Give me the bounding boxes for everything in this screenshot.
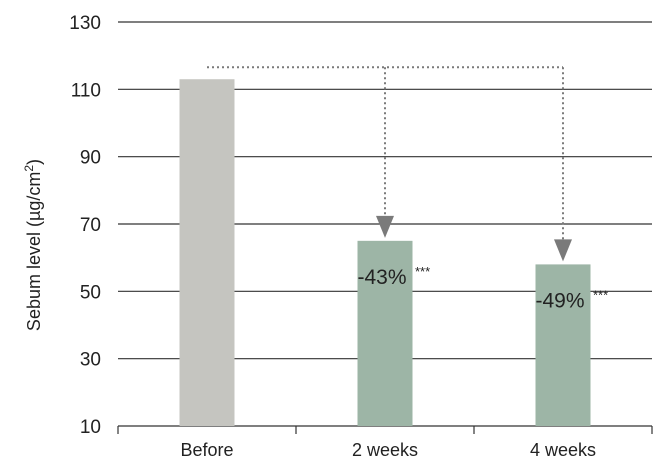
y-tick-label-10: 10 xyxy=(80,417,101,438)
arrow-head-4-weeks xyxy=(554,239,572,262)
x-tick-label-2-weeks: 2 weeks xyxy=(352,440,418,460)
y-axis-title-close: ) xyxy=(24,159,44,165)
significance-2-weeks: *** xyxy=(415,264,430,279)
reduction-arrows xyxy=(207,66,572,262)
y-tick-label-110: 110 xyxy=(71,80,101,101)
x-tick-label-before: Before xyxy=(180,440,233,460)
bar-2-weeks xyxy=(357,240,413,426)
y-tick-label-130: 130 xyxy=(69,13,101,34)
y-tick-label-30: 30 xyxy=(80,350,101,371)
significance-4-weeks: *** xyxy=(593,287,608,302)
arrow-head-2-weeks xyxy=(376,215,394,238)
y-tick-label-50: 50 xyxy=(80,282,101,303)
bars xyxy=(179,79,591,426)
y-axis-title-main: Sebum level (µg/cm xyxy=(24,172,44,331)
bar-4-weeks xyxy=(535,264,591,426)
annotation-4-weeks: -49% xyxy=(535,289,584,312)
y-tick-label-90: 90 xyxy=(80,148,101,169)
y-tick-label-70: 70 xyxy=(80,215,101,236)
y-axis-title: Sebum level (µg/cm2) xyxy=(22,159,44,331)
labels: 10 30 50 70 90 110 130 Before 2 weeks 4 weeks -43%… xyxy=(69,13,608,460)
bar-before xyxy=(179,79,235,426)
annotation-2-weeks: -43% xyxy=(357,266,406,289)
x-tick-label-4-weeks: 4 weeks xyxy=(530,440,596,460)
axes xyxy=(117,425,653,434)
y-axis-title-superscript: 2 xyxy=(22,165,36,172)
